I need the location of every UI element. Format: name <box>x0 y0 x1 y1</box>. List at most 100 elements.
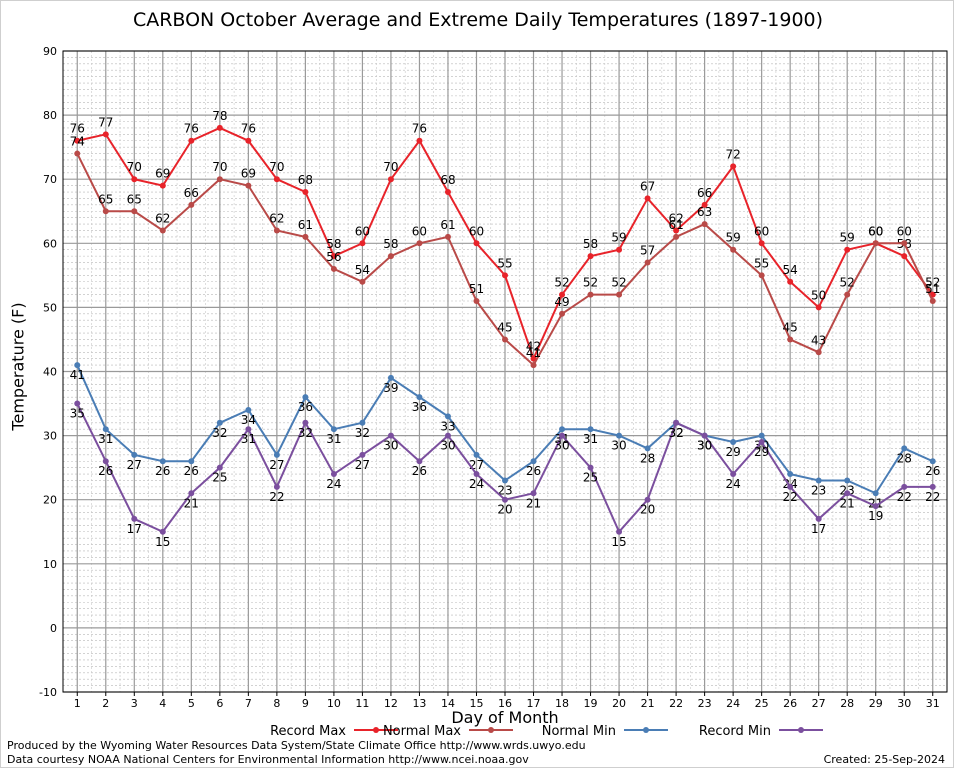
data-label: 43 <box>811 333 826 347</box>
data-point <box>473 471 480 478</box>
data-point <box>74 362 81 369</box>
x-tick-label: 12 <box>384 697 398 710</box>
data-label: 30 <box>697 439 712 453</box>
data-point <box>559 291 566 298</box>
data-label: 55 <box>754 256 769 270</box>
data-label: 60 <box>897 224 912 238</box>
x-tick-label: 6 <box>216 697 223 710</box>
data-label: 57 <box>640 244 655 258</box>
data-point <box>416 458 423 465</box>
data-label: 17 <box>127 522 142 536</box>
data-point <box>444 413 451 420</box>
data-point <box>131 208 138 215</box>
data-point <box>844 246 851 253</box>
data-label: 24 <box>326 477 341 491</box>
data-point <box>245 137 252 144</box>
data-point <box>302 419 309 426</box>
data-label: 20 <box>497 503 512 517</box>
x-tick-label: 23 <box>698 697 712 710</box>
data-label: 30 <box>440 439 455 453</box>
data-point <box>872 503 879 510</box>
data-point <box>587 426 594 433</box>
data-label: 21 <box>840 496 855 510</box>
legend-label: Record Min <box>699 724 771 739</box>
data-point <box>844 490 851 497</box>
data-point <box>587 291 594 298</box>
data-point <box>444 432 451 439</box>
data-point <box>416 240 423 247</box>
data-label: 69 <box>155 167 170 181</box>
data-point <box>901 253 908 260</box>
x-tick-label: 4 <box>159 697 166 710</box>
data-point <box>102 426 109 433</box>
data-point <box>102 131 109 138</box>
y-tick-label: 20 <box>43 494 57 507</box>
data-label: 28 <box>640 451 655 465</box>
data-label: 58 <box>383 237 398 251</box>
data-point <box>758 432 765 439</box>
data-point <box>502 477 508 484</box>
data-point <box>159 182 166 189</box>
data-point <box>273 227 280 234</box>
data-point <box>787 471 794 478</box>
data-point <box>302 394 309 401</box>
data-point <box>473 297 480 304</box>
data-label: 63 <box>697 205 712 219</box>
data-point <box>473 240 480 247</box>
x-tick-label: 5 <box>188 697 195 710</box>
data-label: 30 <box>554 439 569 453</box>
data-label: 69 <box>241 167 256 181</box>
footer-created-date: Created: 25-Sep-2024 <box>823 753 945 766</box>
data-point <box>730 439 737 446</box>
data-label: 61 <box>298 218 313 232</box>
data-label: 54 <box>355 263 370 277</box>
data-label: 20 <box>640 503 655 517</box>
data-point <box>844 291 851 298</box>
data-point <box>330 471 337 478</box>
x-tick-label: 22 <box>669 697 683 710</box>
data-point <box>302 233 309 240</box>
x-tick-label: 1 <box>74 697 81 710</box>
data-label: 61 <box>668 218 683 232</box>
data-label: 76 <box>412 122 427 136</box>
data-point <box>730 471 737 478</box>
data-label: 32 <box>355 426 370 440</box>
x-axis-label: Day of Month <box>451 708 559 727</box>
data-label: 22 <box>897 490 912 504</box>
x-tick-label: 9 <box>302 697 309 710</box>
data-point <box>188 458 195 465</box>
data-label: 41 <box>526 346 541 360</box>
data-label: 31 <box>98 432 113 446</box>
data-point <box>901 483 908 490</box>
data-label: 67 <box>640 179 655 193</box>
data-point <box>758 272 765 279</box>
x-tick-label: 20 <box>612 697 626 710</box>
data-point <box>673 419 680 426</box>
data-point <box>245 426 252 433</box>
data-point <box>216 124 223 131</box>
data-point <box>673 233 680 240</box>
legend-marker <box>643 727 649 733</box>
data-label: 60 <box>469 224 484 238</box>
data-label: 24 <box>469 477 484 491</box>
data-label: 15 <box>611 535 626 549</box>
data-point <box>387 374 394 381</box>
data-label: 56 <box>326 250 341 264</box>
data-point <box>530 362 537 369</box>
data-point <box>444 233 451 240</box>
data-point <box>559 432 566 439</box>
data-label: 59 <box>725 231 740 245</box>
x-tick-label: 18 <box>555 697 569 710</box>
data-label: 49 <box>554 295 569 309</box>
data-point <box>929 297 936 304</box>
data-point <box>616 528 623 535</box>
y-tick-label: 80 <box>43 109 57 122</box>
data-label: 54 <box>783 263 798 277</box>
data-label: 59 <box>611 231 626 245</box>
x-tick-label: 27 <box>812 697 826 710</box>
data-point <box>844 477 851 484</box>
data-point <box>644 259 651 266</box>
